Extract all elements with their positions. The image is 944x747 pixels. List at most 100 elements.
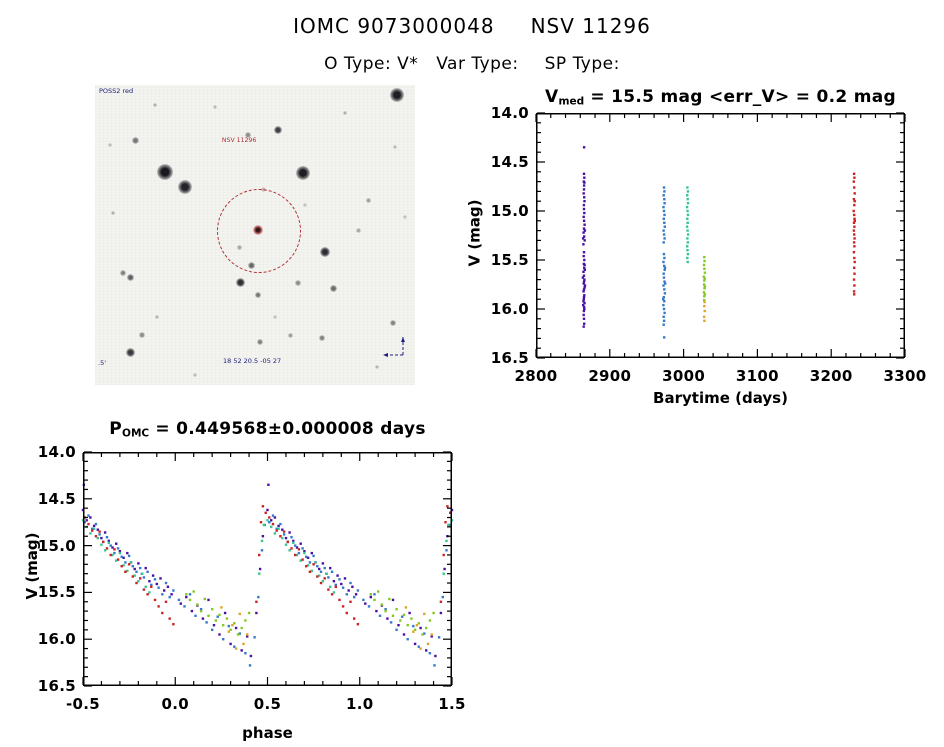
scatter-point-epoch-3231 bbox=[852, 198, 856, 201]
scatter-point-epoch-2974 bbox=[662, 209, 666, 213]
scatter-point-fold-epoch-2865 bbox=[118, 550, 122, 553]
scatter-point-fold-epoch-3231 bbox=[255, 600, 258, 603]
scatter-point-fold-epoch-2865 bbox=[364, 602, 367, 605]
scatter-point-fold-epoch-2974 bbox=[294, 544, 297, 547]
phase-xaxis-label: phase bbox=[242, 724, 293, 742]
scatter-point-fold-epoch-3028 bbox=[432, 611, 435, 615]
scatter-point-fold-epoch-2974 bbox=[244, 652, 247, 655]
scatter-point-epoch-3231 bbox=[853, 219, 856, 222]
scatter-point-fold-epoch-3028-late bbox=[412, 630, 415, 633]
scatter-point-fold-epoch-2974 bbox=[437, 636, 441, 639]
y-tick-label: 16.0 bbox=[37, 630, 76, 649]
scatter-point-epoch-2865 bbox=[583, 181, 586, 184]
scatter-point-fold-epoch-2974 bbox=[268, 521, 271, 524]
scatter-point-epoch-2974 bbox=[662, 323, 665, 326]
scatter-point-fold-epoch-3028-late bbox=[227, 630, 230, 633]
scatter-point-fold-epoch-3231 bbox=[319, 581, 323, 585]
scatter-point-fold-epoch-3028 bbox=[192, 590, 195, 593]
scatter-point-epoch-3005 bbox=[686, 245, 689, 248]
scatter-point-fold-epoch-2974 bbox=[353, 595, 356, 599]
scatter-point-fold-epoch-2974 bbox=[98, 533, 101, 536]
scatter-point-fold-epoch-3028 bbox=[229, 628, 232, 631]
scatter-point-fold-epoch-2974 bbox=[423, 632, 426, 635]
scatter-point-fold-epoch-2974 bbox=[199, 608, 203, 611]
scatter-point-epoch-2974 bbox=[662, 276, 666, 279]
phase-folded-plot: -0.5 0.0 0.5 1.0 1.5 14.0 14.5 15.0 15.5 16.0 16.5 bbox=[38, 443, 466, 713]
scatter-point-epoch-3028-late bbox=[702, 315, 706, 318]
scatter-point-fold-epoch-2974 bbox=[183, 605, 186, 608]
scatter-point-fold-epoch-3005 bbox=[266, 519, 269, 522]
scatter-point-fold-epoch-3005 bbox=[148, 591, 151, 594]
finder-coordinates-label: 18 52 20.5 -05 27 bbox=[223, 357, 282, 365]
scatter-point-fold-epoch-2974 bbox=[91, 527, 94, 530]
scatter-point-fold-epoch-3028 bbox=[377, 590, 380, 593]
y-tick-label: 16.5 bbox=[490, 349, 529, 367]
scatter-point-fold-epoch-3231 bbox=[353, 617, 356, 620]
scatter-point-epoch-3028 bbox=[703, 279, 706, 282]
scatter-point-epoch-2865 bbox=[582, 288, 586, 291]
scatter-point-fold-epoch-2865 bbox=[425, 649, 428, 652]
scatter-point-fold-epoch-3028 bbox=[196, 603, 199, 606]
scatter-point-fold-epoch-2974 bbox=[308, 561, 312, 564]
scatter-point-fold-epoch-2865 bbox=[343, 577, 347, 580]
scatter-point-fold-epoch-2974 bbox=[116, 547, 120, 550]
scatter-point-epoch-2974 bbox=[662, 229, 665, 232]
scatter-point-epoch-2865 bbox=[582, 270, 585, 273]
scatter-point-fold-epoch-2865 bbox=[369, 595, 372, 599]
scatter-point-epoch-2974 bbox=[662, 205, 665, 209]
scatter-point-fold-epoch-2974 bbox=[120, 555, 123, 558]
x-tick-label: 1.0 bbox=[346, 695, 374, 713]
scatter-point-fold-epoch-3028 bbox=[410, 617, 413, 620]
scatter-point-fold-epoch-3005 bbox=[96, 536, 99, 540]
scatter-point-fold-epoch-2865 bbox=[111, 546, 114, 549]
scatter-point-fold-epoch-2974 bbox=[367, 605, 371, 608]
scatter-point-fold-epoch-2974 bbox=[362, 598, 365, 602]
scatter-point-fold-epoch-2865 bbox=[267, 483, 270, 486]
scatter-point-fold-epoch-2865 bbox=[321, 562, 325, 565]
finder-chart-image: POSS2 red NSV 11296 18 52 20.5 -05 27 .5… bbox=[95, 85, 415, 385]
scatter-point-fold-epoch-2974 bbox=[222, 638, 225, 641]
scatter-point-fold-epoch-2974 bbox=[127, 554, 131, 558]
scatter-point-fold-epoch-2974 bbox=[83, 521, 86, 524]
scatter-point-epoch-3231 bbox=[853, 213, 856, 217]
scatter-point-fold-epoch-3028-late bbox=[231, 624, 234, 627]
scatter-point-epoch-2865 bbox=[583, 278, 586, 281]
scatter-point-epoch-2865 bbox=[583, 294, 586, 297]
scatter-point-fold-epoch-3028 bbox=[380, 603, 384, 606]
scatter-point-fold-epoch-2865 bbox=[419, 626, 422, 630]
scatter-point-epoch-2974 bbox=[662, 315, 665, 318]
star bbox=[273, 315, 277, 319]
scatter-point-fold-epoch-3231 bbox=[98, 530, 101, 533]
scatter-point-epoch-3028 bbox=[703, 259, 706, 263]
scatter-point-fold-epoch-3231 bbox=[142, 588, 146, 591]
scatter-point-fold-epoch-3028 bbox=[199, 609, 203, 613]
scatter-point-fold-epoch-2974 bbox=[157, 586, 160, 589]
scatter-point-epoch-3028 bbox=[703, 271, 707, 274]
star bbox=[255, 292, 261, 298]
scatter-point-fold-epoch-3028 bbox=[244, 619, 247, 622]
scatter-point-epoch-2974 bbox=[663, 288, 666, 291]
scatter-point-epoch-2865 bbox=[583, 301, 586, 305]
star bbox=[274, 126, 282, 134]
plot-area bbox=[535, 112, 906, 359]
var-type-label: Var Type: bbox=[436, 54, 519, 74]
scatter-point-fold-epoch-2865 bbox=[144, 566, 147, 570]
scatter-point-fold-epoch-2974 bbox=[139, 566, 142, 570]
scatter-point-fold-epoch-2865 bbox=[413, 642, 417, 646]
scatter-point-epoch-2865 bbox=[581, 237, 585, 240]
scatter-point-epoch-2865 bbox=[582, 303, 585, 307]
scatter-point-epoch-3231 bbox=[852, 221, 856, 224]
scatter-point-fold-epoch-2865 bbox=[443, 567, 446, 571]
scatter-point-fold-epoch-3231 bbox=[334, 585, 337, 588]
scatter-point-fold-epoch-3231 bbox=[87, 522, 90, 526]
scatter-point-fold-epoch-3231 bbox=[444, 521, 447, 524]
scatter-point-epoch-3231 bbox=[852, 209, 855, 213]
scatter-point-fold-epoch-3005 bbox=[103, 549, 107, 552]
scatter-point-fold-epoch-3231 bbox=[316, 575, 319, 578]
scatter-point-fold-epoch-3231 bbox=[109, 553, 112, 557]
scatter-point-fold-epoch-3005 bbox=[258, 572, 261, 575]
scatter-point-fold-epoch-2974 bbox=[334, 583, 337, 587]
scatter-point-fold-epoch-2974 bbox=[341, 586, 345, 589]
scatter-point-fold-epoch-3231 bbox=[446, 505, 449, 508]
scatter-point-epoch-2865 bbox=[582, 298, 585, 301]
